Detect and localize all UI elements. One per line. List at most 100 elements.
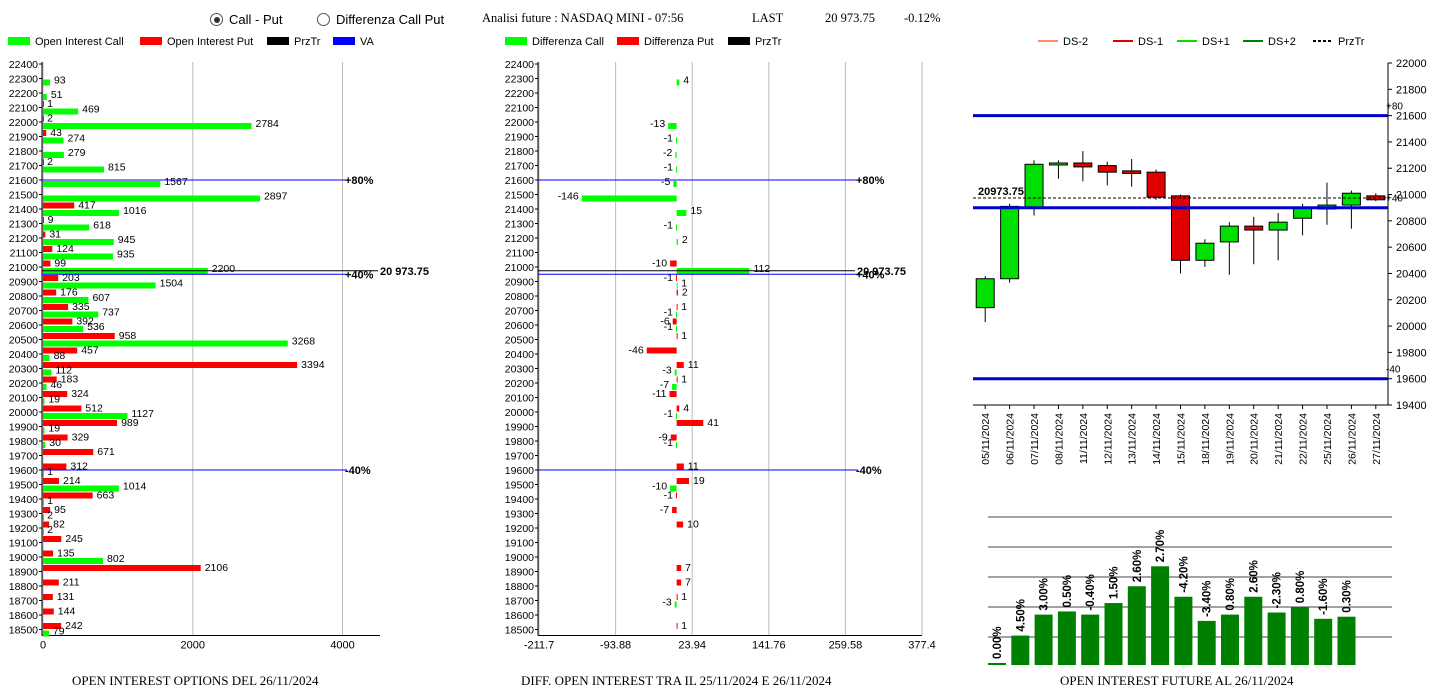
call-bar xyxy=(43,79,50,86)
strike-label: 19500 xyxy=(505,480,534,492)
put-value-label: 512 xyxy=(85,403,103,415)
future-oi-bar xyxy=(1244,596,1263,665)
put-value-label: 19 xyxy=(693,475,705,487)
candle-body xyxy=(1048,162,1068,166)
future-oi-bar xyxy=(1174,596,1193,665)
put-value-label: 989 xyxy=(121,417,139,429)
call-value-label: 1127 xyxy=(131,408,154,420)
legend-label: PrzTr xyxy=(755,36,782,48)
strike-label: 20400 xyxy=(9,349,38,361)
va-label: +80% xyxy=(345,175,374,187)
put-bar xyxy=(43,101,44,107)
y-tick-label: 19600 xyxy=(1396,374,1427,386)
caption-diff: DIFF. OPEN INTEREST TRA IL 25/11/2024 E … xyxy=(521,673,832,688)
future-oi-bar xyxy=(1337,616,1356,665)
future-oi-bar xyxy=(988,663,1006,665)
y-tick-label: 21800 xyxy=(1396,84,1427,96)
put-value-label: 11 xyxy=(688,461,699,473)
call-value-label: 2784 xyxy=(255,118,279,130)
future-oi-bar xyxy=(1034,614,1053,665)
strike-label: 18800 xyxy=(505,581,534,593)
call-value-label: 93 xyxy=(54,75,66,87)
strike-label: 20800 xyxy=(9,291,38,303)
call-value-label: -5 xyxy=(661,176,670,188)
call-bar xyxy=(43,485,119,492)
call-bar xyxy=(673,181,677,187)
candle-body xyxy=(975,278,995,309)
call-value-label: 1 xyxy=(47,466,53,478)
strike-label: 21800 xyxy=(505,146,534,158)
strike-label: 22100 xyxy=(9,103,38,115)
future-oi-value-label: -4.20% xyxy=(1178,556,1190,592)
radio-selected-icon xyxy=(210,13,223,26)
put-value-label: 1 xyxy=(681,591,687,603)
call-value-label: -10 xyxy=(652,481,667,493)
call-value-label: 1 xyxy=(681,278,687,290)
put-value-label: 392 xyxy=(76,316,94,328)
put-value-label: 176 xyxy=(60,287,78,299)
strike-label: 19600 xyxy=(9,465,38,477)
call-bar xyxy=(43,529,44,535)
call-bar xyxy=(43,94,47,100)
call-value-label: 737 xyxy=(102,307,120,319)
call-bar xyxy=(670,485,677,492)
put-value-label: -1 xyxy=(664,272,673,284)
call-value-label: -1 xyxy=(664,321,673,333)
legend-label: Open Interest Call xyxy=(35,36,124,48)
put-value-label: 2106 xyxy=(205,562,229,574)
candle-body xyxy=(1122,170,1142,174)
caption-options: OPEN INTEREST OPTIONS DEL 26/11/2024 xyxy=(72,673,319,688)
call-bar xyxy=(43,471,44,477)
strike-label: 18500 xyxy=(505,625,534,637)
call-bar xyxy=(43,224,90,231)
va-label: +40% xyxy=(345,269,374,281)
put-bar xyxy=(676,304,678,310)
future-oi-value-label: 0.80% xyxy=(1225,578,1237,611)
strike-label: 18600 xyxy=(9,610,38,622)
call-bar xyxy=(43,152,64,158)
put-bar xyxy=(43,362,298,368)
future-oi-value-label: 3.00% xyxy=(1039,578,1051,611)
y-tick-label: 21400 xyxy=(1396,137,1427,149)
put-value-label: 203 xyxy=(62,272,80,284)
date-label: 11/11/2024 xyxy=(1078,413,1090,464)
date-label: 15/11/2024 xyxy=(1176,413,1188,465)
put-bar xyxy=(670,260,677,267)
put-value-label: -6 xyxy=(660,316,669,328)
strike-label: 21100 xyxy=(10,248,39,260)
strike-label: 20300 xyxy=(9,364,38,376)
strike-label: 20200 xyxy=(9,378,38,390)
put-bar xyxy=(43,347,78,354)
call-value-label: -1 xyxy=(664,437,673,449)
strike-label: 19400 xyxy=(505,494,534,506)
call-bar xyxy=(675,152,677,158)
put-value-label: 2 xyxy=(47,113,53,125)
call-value-label: 112 xyxy=(55,365,72,377)
call-bar xyxy=(675,311,677,318)
y-tick-label: 21200 xyxy=(1396,163,1427,175)
put-value-label: 324 xyxy=(71,388,89,400)
strike-label: 21200 xyxy=(505,233,534,245)
future-oi-bar xyxy=(1057,611,1076,665)
radio-diff[interactable]: Differenza Call Put xyxy=(317,12,444,27)
call-bar xyxy=(43,384,47,390)
call-value-label: 112 xyxy=(753,263,770,275)
put-bar xyxy=(43,449,94,455)
put-value-label: 663 xyxy=(97,490,115,502)
strike-label: 19300 xyxy=(9,509,38,521)
call-bar xyxy=(43,195,260,202)
put-value-label: 31 xyxy=(49,229,61,241)
call-bar xyxy=(675,166,677,173)
put-bar xyxy=(676,362,684,368)
radio-call-put[interactable]: Call - Put xyxy=(210,12,282,27)
future-oi-bar xyxy=(1197,620,1216,665)
strike-label: 21100 xyxy=(506,248,535,260)
put-bar xyxy=(676,521,684,528)
strike-label: 20600 xyxy=(505,320,534,332)
call-value-label: 536 xyxy=(87,321,105,333)
call-bar xyxy=(43,558,104,564)
put-value-label: 2 xyxy=(47,156,53,168)
future-oi-value-label: -0.40% xyxy=(1085,574,1097,610)
put-bar xyxy=(43,260,51,267)
diff-oi-chart: Differenza Call Differenza Put PrzTr -211.7… xyxy=(505,36,936,652)
